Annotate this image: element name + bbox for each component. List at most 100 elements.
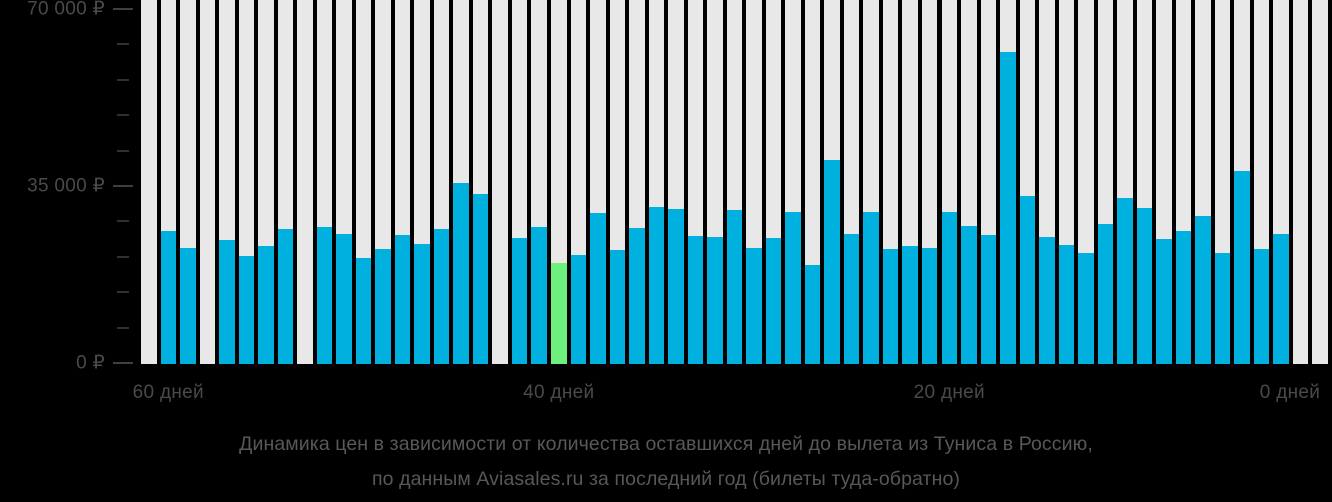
- bar-column[interactable]: [141, 0, 157, 364]
- bar-column[interactable]: [980, 0, 997, 364]
- bar-column[interactable]: [1019, 0, 1036, 364]
- bar: [707, 236, 723, 364]
- bar-column[interactable]: [258, 0, 274, 364]
- bar-column[interactable]: [238, 0, 255, 364]
- bar-column[interactable]: [785, 0, 801, 364]
- bar-column[interactable]: [843, 0, 860, 364]
- bar-column[interactable]: [219, 0, 235, 364]
- bar: [1175, 231, 1192, 364]
- bar: [258, 245, 274, 364]
- bar-column[interactable]: [355, 0, 372, 364]
- chart-caption: Динамика цен в зависимости от количества…: [0, 427, 1332, 497]
- y-tick-major: [113, 8, 133, 10]
- bar-column[interactable]: [1195, 0, 1211, 364]
- bar-column[interactable]: [1097, 0, 1114, 364]
- bar: [336, 233, 352, 364]
- y-tick-minor: [117, 43, 129, 46]
- bar: [882, 249, 899, 364]
- y-tick-minor: [117, 255, 129, 258]
- bar: [531, 227, 547, 364]
- bar-column[interactable]: [316, 0, 333, 364]
- bar: [238, 256, 255, 364]
- bar-column[interactable]: [277, 0, 294, 364]
- bar: [277, 228, 294, 364]
- bar-column[interactable]: [1214, 0, 1231, 364]
- bar-column[interactable]: [590, 0, 606, 364]
- bar-column[interactable]: [824, 0, 840, 364]
- bar-column[interactable]: [1253, 0, 1270, 364]
- bar-column[interactable]: [511, 0, 528, 364]
- bar-column[interactable]: [180, 0, 196, 364]
- bar: [902, 245, 918, 364]
- bar-column[interactable]: [433, 0, 450, 364]
- bar-column[interactable]: [668, 0, 684, 364]
- bar-column[interactable]: [1058, 0, 1075, 364]
- bar-column[interactable]: [765, 0, 782, 364]
- bar-column[interactable]: [1175, 0, 1192, 364]
- bar-column[interactable]: [1312, 0, 1328, 364]
- bar-track: [141, 0, 157, 364]
- bar-track: [199, 0, 216, 364]
- bar: [843, 233, 860, 364]
- bar: [785, 212, 801, 364]
- bar-column[interactable]: [882, 0, 899, 364]
- bar: [941, 211, 958, 364]
- bar-column[interactable]: [199, 0, 216, 364]
- bar-column[interactable]: [726, 0, 743, 364]
- bar-track: [492, 0, 508, 364]
- bar: [1195, 215, 1211, 364]
- bar: [160, 231, 177, 364]
- bar-column[interactable]: [570, 0, 587, 364]
- bar-column[interactable]: [1292, 0, 1309, 364]
- bar-column[interactable]: [375, 0, 391, 364]
- bar-column[interactable]: [746, 0, 762, 364]
- bar: [980, 234, 997, 364]
- bar: [180, 247, 196, 364]
- bar-column[interactable]: [648, 0, 665, 364]
- bar: [453, 182, 469, 364]
- bar-column[interactable]: [297, 0, 313, 364]
- bar-column[interactable]: [1117, 0, 1133, 364]
- bar-column[interactable]: [1000, 0, 1016, 364]
- bar-track: [1292, 0, 1309, 364]
- bar-column[interactable]: [941, 0, 958, 364]
- bar-column[interactable]: [531, 0, 547, 364]
- bar: [355, 257, 372, 364]
- bar: [687, 235, 704, 364]
- bar-column[interactable]: [1078, 0, 1094, 364]
- bar-column[interactable]: [414, 0, 430, 364]
- bar-column[interactable]: [492, 0, 508, 364]
- bar-column[interactable]: [1039, 0, 1055, 364]
- bar: [472, 194, 489, 364]
- y-tick-major: [113, 185, 133, 187]
- bar-column[interactable]: [921, 0, 938, 364]
- bar-column[interactable]: [160, 0, 177, 364]
- bar: [1000, 52, 1016, 364]
- bar: [1097, 223, 1114, 364]
- bar-column[interactable]: [609, 0, 626, 364]
- bar-column[interactable]: [961, 0, 977, 364]
- bar-column[interactable]: [472, 0, 489, 364]
- bar: [648, 207, 665, 364]
- y-tick-minor: [117, 220, 129, 223]
- bar-column[interactable]: [1273, 0, 1289, 364]
- bar: [609, 250, 626, 364]
- bar-column[interactable]: [453, 0, 469, 364]
- bar: [863, 211, 879, 364]
- bar-column[interactable]: [629, 0, 645, 364]
- bar-column[interactable]: [551, 0, 567, 364]
- bar: [804, 264, 821, 364]
- bar: [394, 235, 411, 364]
- y-tick-minor: [117, 114, 129, 117]
- bar-column[interactable]: [336, 0, 352, 364]
- bar-column[interactable]: [804, 0, 821, 364]
- bar-column[interactable]: [1234, 0, 1250, 364]
- bar-column[interactable]: [902, 0, 918, 364]
- bar-column[interactable]: [1156, 0, 1172, 364]
- bar-column[interactable]: [394, 0, 411, 364]
- bar-column[interactable]: [1136, 0, 1153, 364]
- bar-column[interactable]: [687, 0, 704, 364]
- bar-column[interactable]: [707, 0, 723, 364]
- bar-column[interactable]: [863, 0, 879, 364]
- y-tick-minor: [117, 291, 129, 294]
